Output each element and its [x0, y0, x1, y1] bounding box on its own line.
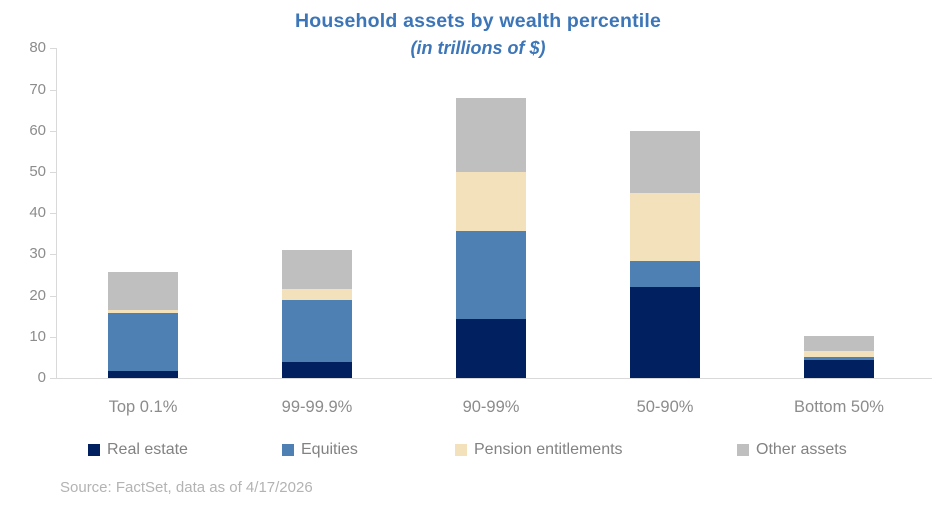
bar-segment-pension-entitlements [108, 310, 178, 313]
y-axis-line [56, 48, 57, 378]
bar-segment-equities [108, 312, 178, 371]
x-axis-label: Bottom 50% [794, 398, 884, 416]
y-tick-label: 80 [29, 39, 46, 57]
y-tick-label: 10 [29, 327, 46, 345]
y-tick-mark [50, 254, 56, 256]
bar-segment-real-estate [282, 361, 352, 378]
legend-swatch-icon [455, 444, 467, 456]
y-tick-mark [50, 378, 56, 379]
bar-segment-equities [456, 230, 526, 320]
bar-segment-pension-entitlements [630, 192, 700, 261]
chart-subtitle: (in trillions of $) [410, 38, 546, 58]
y-tick-mark [50, 295, 56, 297]
bar-segment-other-assets [804, 335, 874, 351]
bar-segment-pension-entitlements [282, 289, 352, 300]
legend-swatch-icon [88, 444, 100, 456]
bar-segment-real-estate [804, 360, 874, 378]
y-tick-mark [50, 213, 56, 215]
legend-label: Pension entitlements [474, 441, 623, 458]
y-tick-label: 30 [29, 245, 46, 263]
y-tick-mark [50, 130, 56, 132]
x-axis-label: 99-99.9% [281, 398, 353, 416]
legend-item-other-assets: Other assets [737, 441, 847, 459]
source-note: Source: FactSet, data as of 4/17/2026 [60, 479, 313, 496]
x-axis-line [56, 378, 932, 379]
bar-segment-equities [282, 299, 352, 362]
y-tick-mark [50, 89, 56, 91]
bar-segment-other-assets [282, 250, 352, 290]
bar-segment-real-estate [108, 370, 178, 378]
bar-segment-pension-entitlements [804, 350, 874, 357]
y-tick-mark [50, 172, 56, 173]
legend-item-real-estate: Real estate [88, 441, 188, 459]
bar-segment-equities [630, 260, 700, 288]
x-axis-label: 50-90% [636, 398, 694, 416]
y-tick-mark [50, 48, 56, 50]
legend-item-pension-entitlements: Pension entitlements [455, 441, 623, 459]
bar-segment-other-assets [630, 130, 700, 193]
legend-swatch-icon [282, 444, 294, 456]
x-axis-label: 90-99% [462, 398, 520, 416]
bar-segment-equities [804, 356, 874, 361]
x-axis-label: Top 0.1% [108, 398, 178, 416]
bar-segment-real-estate [456, 319, 526, 378]
bar-segment-other-assets [456, 97, 526, 172]
bar-segment-other-assets [108, 272, 178, 310]
y-tick-mark [50, 336, 56, 338]
y-tick-label: 20 [29, 286, 46, 304]
y-tick-label: 70 [29, 80, 46, 98]
bar-segment-real-estate [630, 287, 700, 378]
legend-item-equities: Equities [282, 441, 358, 459]
legend-label: Equities [301, 441, 358, 458]
legend-label: Other assets [756, 441, 847, 458]
y-tick-label: 40 [29, 204, 46, 222]
y-tick-label: 50 [29, 163, 46, 180]
legend-swatch-icon [737, 444, 749, 456]
bar-segment-pension-entitlements [456, 172, 526, 231]
y-tick-label: 0 [37, 369, 46, 386]
y-tick-label: 60 [29, 121, 46, 139]
chart-title: Household assets by wealth percentile [294, 10, 662, 32]
legend-label: Real estate [107, 441, 188, 458]
